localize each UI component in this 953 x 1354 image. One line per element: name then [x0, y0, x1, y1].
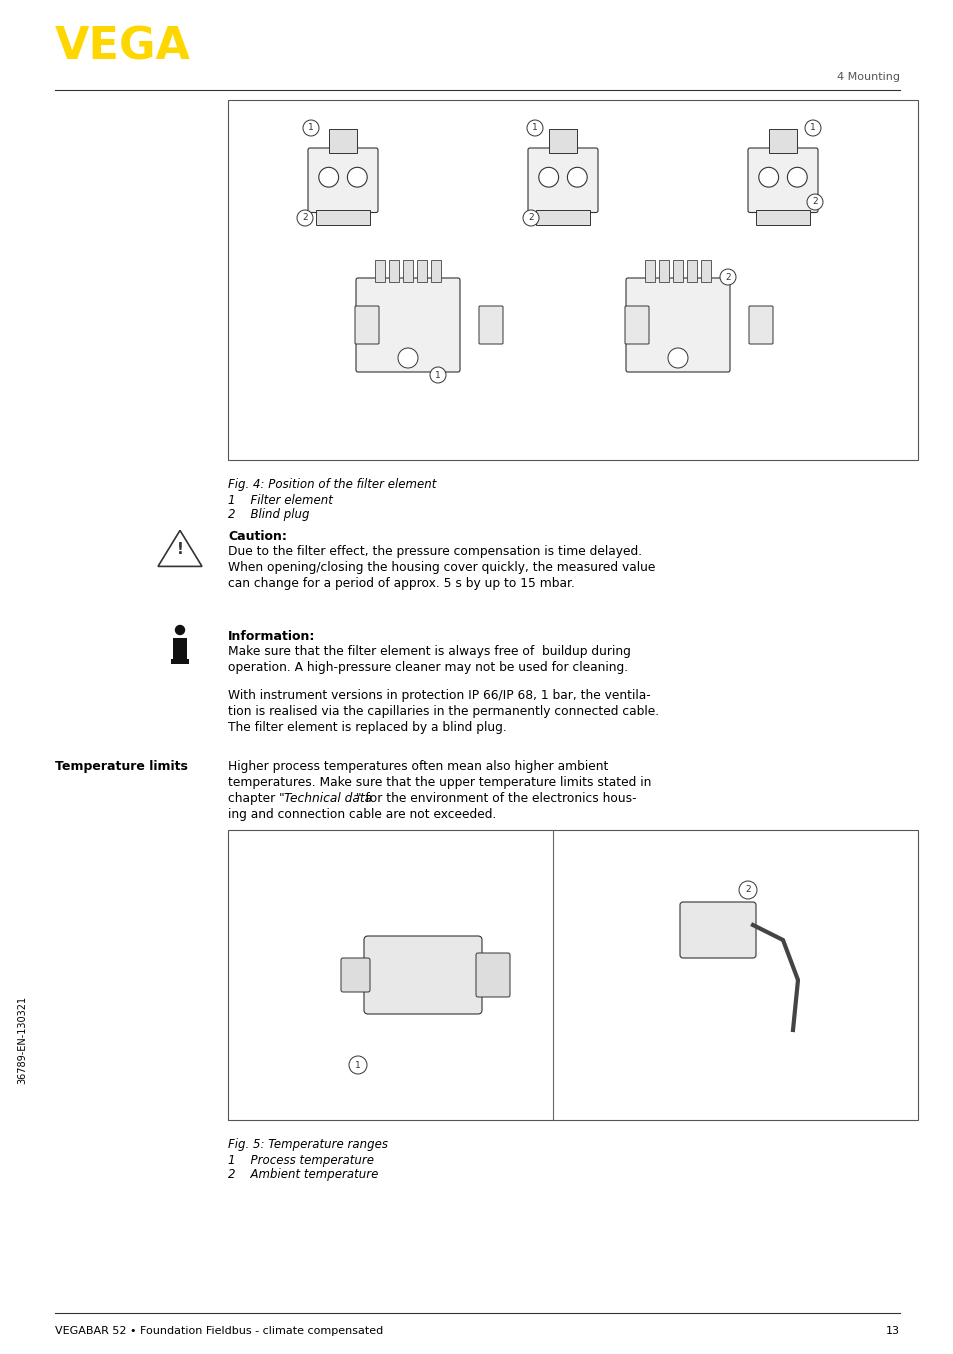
- Text: The filter element is replaced by a blind plug.: The filter element is replaced by a blin…: [228, 720, 506, 734]
- FancyBboxPatch shape: [548, 129, 577, 153]
- FancyBboxPatch shape: [171, 659, 189, 663]
- Circle shape: [667, 348, 687, 368]
- Text: 2    Blind plug: 2 Blind plug: [228, 508, 309, 521]
- Circle shape: [522, 210, 538, 226]
- Text: 4 Mounting: 4 Mounting: [836, 72, 899, 83]
- Text: With instrument versions in protection IP 66/IP 68, 1 bar, the ventila-: With instrument versions in protection I…: [228, 689, 650, 701]
- FancyBboxPatch shape: [308, 148, 377, 213]
- Bar: [416, 260, 427, 282]
- Text: 1: 1: [809, 123, 815, 133]
- Text: 2: 2: [302, 214, 308, 222]
- Text: ing and connection cable are not exceeded.: ing and connection cable are not exceede…: [228, 808, 496, 821]
- Circle shape: [347, 168, 367, 187]
- Text: 2: 2: [744, 886, 750, 895]
- Text: When opening/closing the housing cover quickly, the measured value: When opening/closing the housing cover q…: [228, 561, 655, 574]
- Text: 13: 13: [885, 1326, 899, 1336]
- Text: Fig. 4: Position of the filter element: Fig. 4: Position of the filter element: [228, 478, 436, 492]
- Circle shape: [397, 348, 417, 368]
- Circle shape: [349, 1056, 367, 1074]
- Bar: [375, 260, 385, 282]
- Bar: [672, 260, 682, 282]
- Circle shape: [806, 194, 822, 210]
- Text: Higher process temperatures often mean also higher ambient: Higher process temperatures often mean a…: [228, 760, 608, 773]
- Bar: [659, 260, 668, 282]
- Text: 36789-EN-130321: 36789-EN-130321: [17, 997, 27, 1085]
- FancyBboxPatch shape: [679, 902, 755, 959]
- Bar: [228, 830, 917, 1120]
- Bar: [644, 260, 655, 282]
- Text: 1    Filter element: 1 Filter element: [228, 494, 333, 506]
- Text: 1: 1: [355, 1060, 360, 1070]
- Circle shape: [175, 626, 184, 635]
- FancyBboxPatch shape: [755, 210, 809, 225]
- Text: Fig. 5: Temperature ranges: Fig. 5: Temperature ranges: [228, 1137, 388, 1151]
- Circle shape: [786, 168, 806, 187]
- Circle shape: [526, 121, 542, 135]
- Circle shape: [739, 881, 757, 899]
- Text: Technical data: Technical data: [284, 792, 372, 806]
- Text: 2: 2: [724, 272, 730, 282]
- Circle shape: [758, 168, 778, 187]
- FancyBboxPatch shape: [172, 638, 187, 662]
- FancyBboxPatch shape: [527, 148, 598, 213]
- Text: temperatures. Make sure that the upper temperature limits stated in: temperatures. Make sure that the upper t…: [228, 776, 651, 789]
- FancyBboxPatch shape: [478, 306, 502, 344]
- Text: !: !: [176, 543, 183, 558]
- Text: 2: 2: [811, 198, 817, 207]
- Bar: [402, 260, 413, 282]
- Text: 1: 1: [532, 123, 537, 133]
- Text: 2    Ambient temperature: 2 Ambient temperature: [228, 1169, 378, 1181]
- Text: Information:: Information:: [228, 630, 315, 643]
- Text: can change for a period of approx. 5 s by up to 15 mbar.: can change for a period of approx. 5 s b…: [228, 577, 575, 590]
- Circle shape: [296, 210, 313, 226]
- FancyBboxPatch shape: [768, 129, 797, 153]
- Circle shape: [538, 168, 558, 187]
- Text: " for the environment of the electronics hous-: " for the environment of the electronics…: [355, 792, 636, 806]
- Text: chapter ": chapter ": [228, 792, 284, 806]
- Circle shape: [318, 168, 338, 187]
- Text: Due to the filter effect, the pressure compensation is time delayed.: Due to the filter effect, the pressure c…: [228, 546, 641, 558]
- FancyBboxPatch shape: [340, 959, 370, 992]
- FancyBboxPatch shape: [747, 148, 817, 213]
- Text: Caution:: Caution:: [228, 529, 287, 543]
- FancyBboxPatch shape: [315, 210, 370, 225]
- Bar: [228, 100, 917, 460]
- Bar: [431, 260, 440, 282]
- Text: VEGA: VEGA: [55, 24, 191, 68]
- Text: Temperature limits: Temperature limits: [55, 760, 188, 773]
- Text: tion is realised via the capillaries in the permanently connected cable.: tion is realised via the capillaries in …: [228, 705, 659, 718]
- FancyBboxPatch shape: [355, 278, 459, 372]
- FancyBboxPatch shape: [329, 129, 356, 153]
- Circle shape: [720, 269, 735, 284]
- Text: operation. A high-pressure cleaner may not be used for cleaning.: operation. A high-pressure cleaner may n…: [228, 661, 627, 674]
- Text: Make sure that the filter element is always free of  buildup during: Make sure that the filter element is alw…: [228, 645, 630, 658]
- FancyBboxPatch shape: [624, 306, 648, 344]
- FancyBboxPatch shape: [476, 953, 510, 997]
- Bar: [389, 260, 398, 282]
- Circle shape: [430, 367, 446, 383]
- Circle shape: [303, 121, 318, 135]
- FancyBboxPatch shape: [625, 278, 729, 372]
- FancyBboxPatch shape: [748, 306, 772, 344]
- Circle shape: [567, 168, 587, 187]
- Text: VEGABAR 52 • Foundation Fieldbus - climate compensated: VEGABAR 52 • Foundation Fieldbus - clima…: [55, 1326, 383, 1336]
- Bar: [686, 260, 697, 282]
- FancyBboxPatch shape: [535, 210, 590, 225]
- FancyBboxPatch shape: [355, 306, 378, 344]
- Text: 1: 1: [435, 371, 440, 379]
- Text: 2: 2: [528, 214, 534, 222]
- Bar: [700, 260, 710, 282]
- Text: 1    Process temperature: 1 Process temperature: [228, 1154, 374, 1167]
- Circle shape: [804, 121, 821, 135]
- Polygon shape: [158, 531, 202, 566]
- Text: 1: 1: [308, 123, 314, 133]
- FancyBboxPatch shape: [364, 936, 481, 1014]
